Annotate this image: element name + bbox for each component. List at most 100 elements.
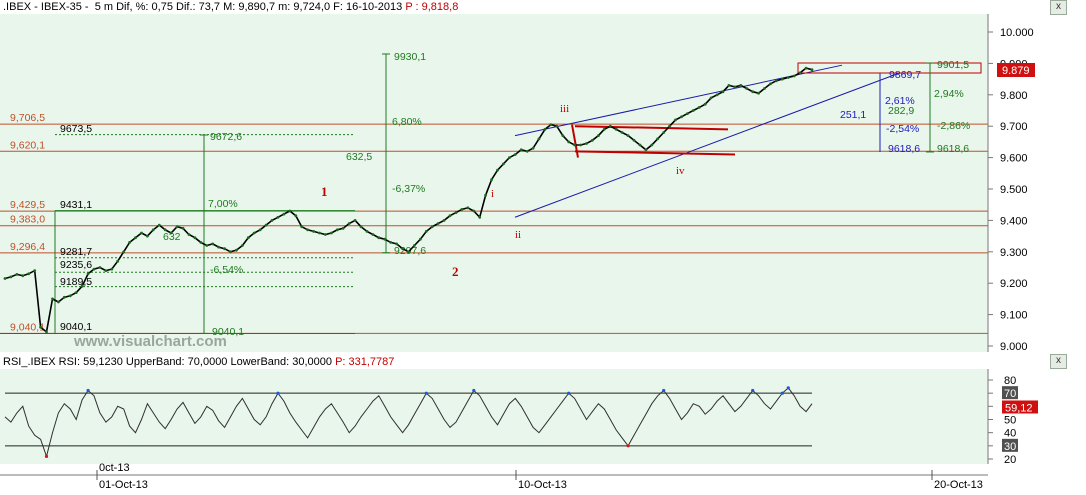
measure-annotation: 9673,5 (60, 123, 92, 135)
price-point (140, 231, 143, 235)
price-point (235, 248, 238, 252)
price-point (668, 124, 671, 128)
price-point (276, 215, 280, 219)
price-point (519, 148, 523, 152)
x-tick-label: 20-Oct-13 (934, 479, 983, 491)
price-point (472, 209, 476, 213)
price-point (632, 138, 636, 142)
rsi-oversold-point (626, 444, 630, 448)
measure-annotation: 9281,7 (60, 246, 92, 258)
price-point (436, 222, 440, 225)
price-point (57, 300, 60, 304)
price-point (496, 168, 499, 172)
lower-band-marker (1002, 438, 1018, 452)
x-tick-label: 01-Oct-13 (99, 479, 148, 491)
price-point (395, 242, 398, 246)
target-box (797, 62, 982, 74)
measure-annotation: -6,37% (392, 183, 425, 195)
price-point (389, 241, 393, 244)
price-point (727, 84, 731, 87)
measure-annotation: -6,54% (210, 264, 243, 276)
price-point (680, 115, 683, 119)
price-point (187, 233, 191, 236)
price-point (359, 225, 363, 229)
measure-annotation: 282,9 (888, 105, 914, 117)
price-panel-header: .IBEX - IBEX-35 - 5 m Dif, %: 0,75 Dif.:… (3, 1, 458, 13)
price-point (597, 134, 600, 138)
rsi-overbought-point (276, 391, 280, 395)
x-tick-label: 10-Oct-13 (518, 479, 567, 491)
measure-annotation: 2,61% (885, 95, 915, 107)
price-point (270, 219, 274, 222)
price-tick-label: 9.100 (1000, 310, 1028, 322)
price-point (502, 162, 505, 166)
price-point (282, 212, 286, 216)
price-point (312, 230, 315, 233)
range-line (571, 124, 579, 158)
price-point (383, 237, 387, 241)
rsi-overbought-point (86, 388, 90, 393)
price-point (448, 214, 452, 218)
last-price-readout: P : 9,818,8 (405, 1, 459, 13)
price-point (442, 219, 446, 222)
rsi-overbought-point (472, 388, 476, 393)
measure-annotation: 9040,1 (212, 326, 244, 338)
price-point (638, 143, 642, 147)
measure-annotation: 251,1 (840, 109, 866, 121)
price-point (656, 137, 660, 141)
price-point (508, 156, 511, 160)
rsi-tick-label: 40 (1004, 428, 1016, 440)
price-point (626, 134, 630, 138)
measure-annotation: 9431,1 (60, 199, 92, 211)
price-point (792, 74, 796, 78)
rsi-tick-label: 20 (1004, 454, 1016, 466)
close-rsi-panel-button[interactable]: x (1050, 354, 1067, 369)
rsi-series (4, 386, 813, 459)
price-point (549, 123, 553, 126)
wave-label: 2 (452, 264, 459, 279)
price-point (246, 236, 250, 240)
price-point (181, 226, 185, 230)
rsi-overbought-point (424, 391, 428, 395)
price-point (62, 295, 66, 299)
price-point (318, 231, 321, 235)
measure-annotation: 9869,7 (889, 69, 921, 81)
price-point (769, 82, 772, 86)
price-point (335, 228, 339, 232)
rsi-overbought-point (751, 388, 755, 393)
measure-annotation: 9901,5 (937, 59, 969, 71)
price-point (466, 206, 470, 210)
price-y-axis: 10.0009.9009.8009.7009.6009.5009.4009.30… (987, 14, 1035, 353)
measure-annotation: 6,80% (392, 116, 422, 128)
price-point (169, 231, 173, 235)
price-tick-label: 9.300 (1000, 247, 1028, 259)
rsi-value-label: 59,12 (1005, 402, 1033, 414)
x-axis-extra-label: 0ct-13 (99, 462, 130, 474)
price-tick-label: 9.500 (1000, 184, 1028, 196)
measure-annotation: -2,86% (937, 120, 970, 132)
price-point (407, 250, 410, 254)
rsi-y-axis: 80706050403020703059,12 (987, 369, 1038, 466)
rsi-value-marker (1002, 400, 1038, 414)
close-price-panel-button[interactable]: x (1050, 0, 1067, 15)
price-point (365, 230, 369, 233)
price-point (733, 85, 737, 89)
price-point (531, 146, 535, 150)
price-point (92, 267, 96, 271)
measure-annotation: 632 (163, 231, 181, 243)
price-point (585, 142, 588, 145)
price-point (413, 244, 416, 247)
price-point (116, 259, 120, 263)
price-point (157, 223, 161, 227)
watermark: www.visualchart.com (73, 333, 227, 350)
price-point (715, 93, 719, 97)
price-point (151, 228, 155, 232)
price-tick-label: 9.000 (1000, 341, 1028, 353)
price-point (745, 87, 749, 90)
price-point (294, 214, 298, 218)
rsi-panel-title: RSI_.IBEX RSI: 59,1230 UpperBand: 70,000… (3, 356, 336, 368)
rsi-tick-label: 50 (1004, 415, 1016, 427)
price-point (51, 297, 54, 301)
level-label: 9,620,1 (10, 139, 45, 151)
measure-annotation: 9618,6 (888, 143, 920, 155)
